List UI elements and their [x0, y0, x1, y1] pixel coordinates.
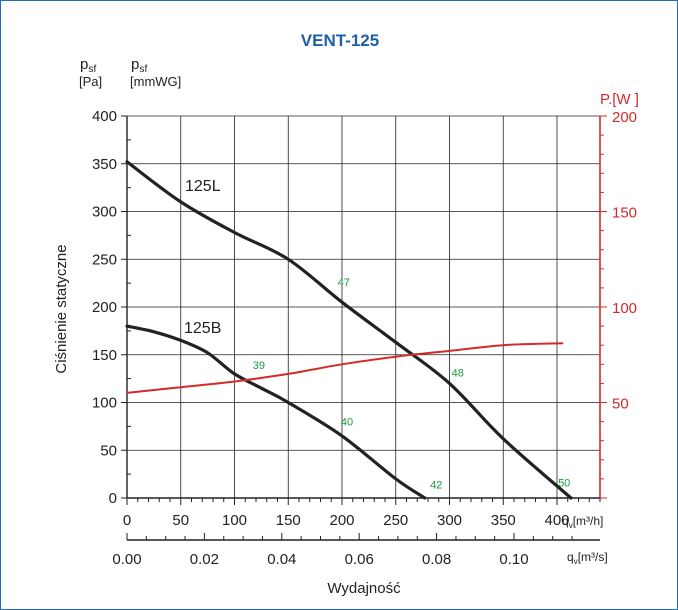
left-tick-label: 50 [100, 442, 117, 459]
left-axis-symbol-subscript: sf [88, 64, 96, 75]
noise-annotation: 47 [338, 277, 350, 289]
x2-tick-label: 0.04 [267, 551, 296, 568]
noise-annotation: 40 [341, 416, 353, 428]
left-axis-symbol: psf [80, 56, 96, 75]
x-tick-label: 250 [383, 512, 408, 529]
x-tick-label: 0 [123, 512, 131, 529]
series-label-125b: 125B [184, 320, 221, 337]
second-left-axis-symbol: psf [131, 56, 147, 75]
x-tick-label: 350 [491, 512, 516, 529]
x2-tick-label: 0.02 [190, 551, 219, 568]
right-axis-label: P.[W ] [600, 91, 639, 108]
x2-axis-unit-label-symbol: q [567, 550, 574, 564]
left-tick-label: 400 [92, 108, 117, 125]
left-tick-label: 150 [92, 347, 117, 364]
series-line-125b [125, 324, 427, 500]
x-axis-unit-label: qv[m³/h] [562, 514, 603, 530]
noise-annotation: 42 [430, 479, 442, 491]
x2-tick-label: 0.06 [345, 551, 374, 568]
left-tick-label: 0 [109, 490, 117, 507]
x-tick-label: 100 [222, 512, 247, 529]
power-curve-line [126, 342, 564, 394]
x-tick-label: 200 [329, 512, 354, 529]
x-tick-label: 150 [276, 512, 301, 529]
right-tick-label: 50 [612, 396, 629, 413]
x2-axis-unit-label: qv[m³/s] [567, 550, 608, 566]
x2-axis-unit-label-unit: [m³/s] [578, 550, 608, 564]
series-label-125l: 125L [185, 178, 221, 195]
x-axis-unit-label-unit: [m³/h] [573, 514, 604, 528]
chart-title: VENT-125 [301, 31, 379, 50]
series-line-125l [125, 160, 573, 500]
x-tick-label: 300 [437, 512, 462, 529]
second-left-axis-symbol-subscript: sf [139, 64, 147, 75]
noise-annotation: 39 [253, 360, 265, 372]
right-tick-label: 100 [612, 300, 637, 317]
left-tick-label: 350 [92, 156, 117, 173]
second-left-axis-unit: [mmWG] [130, 74, 181, 89]
right-tick-label: 150 [612, 205, 637, 222]
y-axis-label: Ciśnienie statyczne [53, 244, 70, 373]
noise-annotation: 48 [452, 368, 464, 380]
x-axis-label: Wydajność [327, 580, 401, 597]
x2-tick-label: 0.00 [112, 551, 141, 568]
left-axis-unit: [Pa] [79, 74, 102, 89]
left-tick-label: 300 [92, 204, 117, 221]
x2-axis-unit-label-subscript: v [574, 557, 578, 566]
left-tick-label: 200 [92, 299, 117, 316]
right-tick-label: 200 [612, 109, 637, 126]
x2-tick-label: 0.08 [422, 551, 451, 568]
left-tick-label: 250 [92, 251, 117, 268]
second-left-axis-symbol-symbol: p [131, 56, 139, 73]
x-axis-unit-label-symbol: q [562, 514, 569, 528]
x-tick-label: 400 [544, 512, 569, 529]
x-axis-unit-label-subscript: v [569, 521, 573, 530]
noise-annotation: 50 [558, 478, 570, 490]
x-tick-label: 50 [172, 512, 189, 529]
x2-tick-label: 0.10 [499, 551, 528, 568]
left-axis-symbol-symbol: p [80, 56, 88, 73]
left-tick-label: 100 [92, 395, 117, 412]
